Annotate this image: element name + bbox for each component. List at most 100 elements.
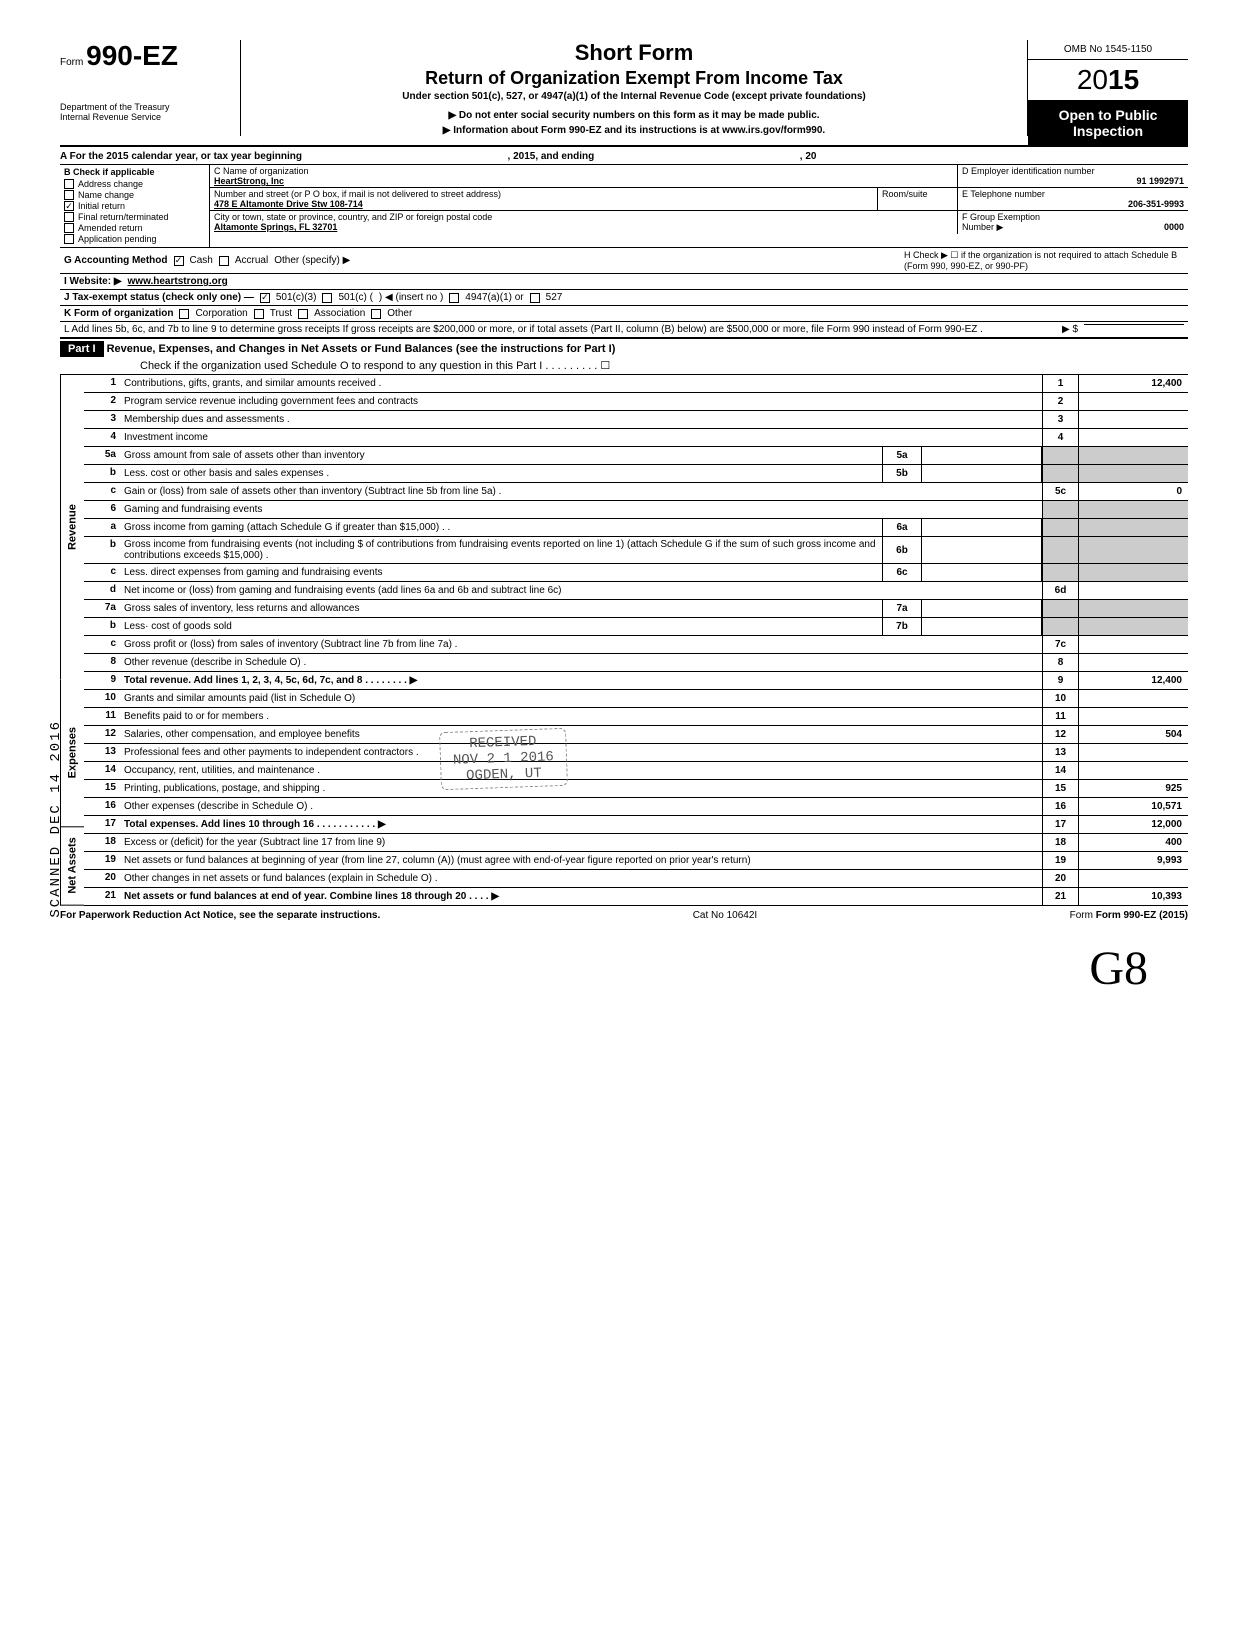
line-row: 8Other revenue (describe in Schedule O) … <box>84 654 1188 672</box>
line-val: 925 <box>1078 780 1188 797</box>
phone-label: E Telephone number <box>962 189 1184 199</box>
line-num: c <box>84 636 120 653</box>
other-org-label: Other <box>387 308 412 319</box>
line-row: 19Net assets or fund balances at beginni… <box>84 852 1188 870</box>
4947-checkbox[interactable] <box>449 293 459 303</box>
line-val: 12,000 <box>1078 816 1188 833</box>
line-row: 16Other expenses (describe in Schedule O… <box>84 798 1188 816</box>
received-stamp: RECEIVED NOV 2 1 2016 OGDEN, UT <box>439 728 568 790</box>
line-val <box>1078 429 1188 446</box>
open-line2: Inspection <box>1032 123 1184 139</box>
footer-left: For Paperwork Reduction Act Notice, see … <box>60 910 380 921</box>
line-desc: Program service revenue including govern… <box>120 393 1042 410</box>
open-line1: Open to Public <box>1032 107 1184 123</box>
line-desc: Gain or (loss) from sale of assets other… <box>120 483 1042 500</box>
line-row: 10Grants and similar amounts paid (list … <box>84 690 1188 708</box>
col-cdef: C Name of organization HeartStrong, Inc … <box>210 165 1188 247</box>
colb-checkbox[interactable] <box>64 212 74 222</box>
line-box: 8 <box>1042 654 1078 671</box>
signature: G8 <box>60 941 1188 996</box>
colb-checkbox[interactable]: ✓ <box>64 201 74 211</box>
assoc-label: Association <box>314 308 365 319</box>
assoc-checkbox[interactable] <box>298 309 308 319</box>
cash-label: Cash <box>190 255 213 266</box>
form-id-box: Form 990-EZ Department of the Treasury I… <box>60 40 240 122</box>
colb-item: Amended return <box>64 223 205 233</box>
line-row: 13Professional fees and other payments t… <box>84 744 1188 762</box>
title-box: Short Form Return of Organization Exempt… <box>240 40 1028 136</box>
colb-checkbox[interactable] <box>64 179 74 189</box>
line-row: dNet income or (loss) from gaming and fu… <box>84 582 1188 600</box>
room-label: Room/suite <box>882 189 953 199</box>
line-desc: Less. direct expenses from gaming and fu… <box>120 564 882 581</box>
trust-checkbox[interactable] <box>254 309 264 319</box>
cash-checkbox[interactable]: ✓ <box>174 256 184 266</box>
footer: For Paperwork Reduction Act Notice, see … <box>60 910 1188 921</box>
line-subval <box>922 519 1042 536</box>
line-row: bLess· cost of goods sold7b <box>84 618 1188 636</box>
colb-label: Initial return <box>78 201 125 211</box>
527-label: 527 <box>546 292 563 303</box>
line-row: 1Contributions, gifts, grants, and simil… <box>84 375 1188 393</box>
line-num: 3 <box>84 411 120 428</box>
line-desc: Net assets or fund balances at end of ye… <box>120 888 1042 905</box>
addr-value: 478 E Altamonte Drive Stw 108-714 <box>214 199 873 209</box>
line-box: 17 <box>1042 816 1078 833</box>
ein-value: 91 1992971 <box>962 176 1184 186</box>
line-num: 20 <box>84 870 120 887</box>
line-desc: Occupancy, rent, utilities, and maintena… <box>120 762 1042 779</box>
line-box: 3 <box>1042 411 1078 428</box>
line-sub: 6a <box>882 519 922 536</box>
col-b-header: B Check if applicable <box>64 167 205 177</box>
line-val <box>1078 465 1188 482</box>
line-box: 20 <box>1042 870 1078 887</box>
row-l-arrow: ▶ $ <box>1062 324 1078 335</box>
line-box: 1 <box>1042 375 1078 392</box>
line-desc: Gross profit or (loss) from sales of inv… <box>120 636 1042 653</box>
line-val <box>1078 654 1188 671</box>
line-num: c <box>84 564 120 581</box>
ein-label: D Employer identification number <box>962 166 1184 176</box>
line-sub: 7b <box>882 618 922 635</box>
accrual-checkbox[interactable] <box>219 256 229 266</box>
org-name-label: C Name of organization <box>214 166 953 176</box>
note-info: ▶ Information about Form 990-EZ and its … <box>249 125 1019 136</box>
line-num: 15 <box>84 780 120 797</box>
line-val <box>1078 564 1188 581</box>
side-revenue: Revenue <box>60 375 84 679</box>
other-org-checkbox[interactable] <box>371 309 381 319</box>
line-num: b <box>84 465 120 482</box>
colb-checkbox[interactable] <box>64 234 74 244</box>
line-subval <box>922 537 1042 563</box>
line-row: 4Investment income4 <box>84 429 1188 447</box>
corp-checkbox[interactable] <box>179 309 189 319</box>
line-num: 7a <box>84 600 120 617</box>
website-value: www.heartstrong.org <box>128 276 228 287</box>
line-desc: Grants and similar amounts paid (list in… <box>120 690 1042 707</box>
line-row: 12Salaries, other compensation, and empl… <box>84 726 1188 744</box>
right-box: OMB No 1545-1150 2015 Open to Public Ins… <box>1028 40 1188 145</box>
line-box: 4 <box>1042 429 1078 446</box>
colb-item: Application pending <box>64 234 205 244</box>
501c3-checkbox[interactable]: ✓ <box>260 293 270 303</box>
line-val <box>1078 762 1188 779</box>
line-box: 12 <box>1042 726 1078 743</box>
colb-checkbox[interactable] <box>64 190 74 200</box>
line-desc: Less· cost of goods sold <box>120 618 882 635</box>
line-box: 13 <box>1042 744 1078 761</box>
line-num: 8 <box>84 654 120 671</box>
line-desc: Gaming and fundraising events <box>120 501 1042 518</box>
line-val <box>1078 501 1188 518</box>
line-val <box>1078 870 1188 887</box>
line-row: bLess. cost or other basis and sales exp… <box>84 465 1188 483</box>
line-box: 7c <box>1042 636 1078 653</box>
527-checkbox[interactable] <box>530 293 540 303</box>
line-row: cLess. direct expenses from gaming and f… <box>84 564 1188 582</box>
line-desc: Less. cost or other basis and sales expe… <box>120 465 882 482</box>
line-num: a <box>84 519 120 536</box>
501c-checkbox[interactable] <box>322 293 332 303</box>
line-val <box>1078 393 1188 410</box>
colb-checkbox[interactable] <box>64 223 74 233</box>
colb-item: Final return/terminated <box>64 212 205 222</box>
line-num: 6 <box>84 501 120 518</box>
